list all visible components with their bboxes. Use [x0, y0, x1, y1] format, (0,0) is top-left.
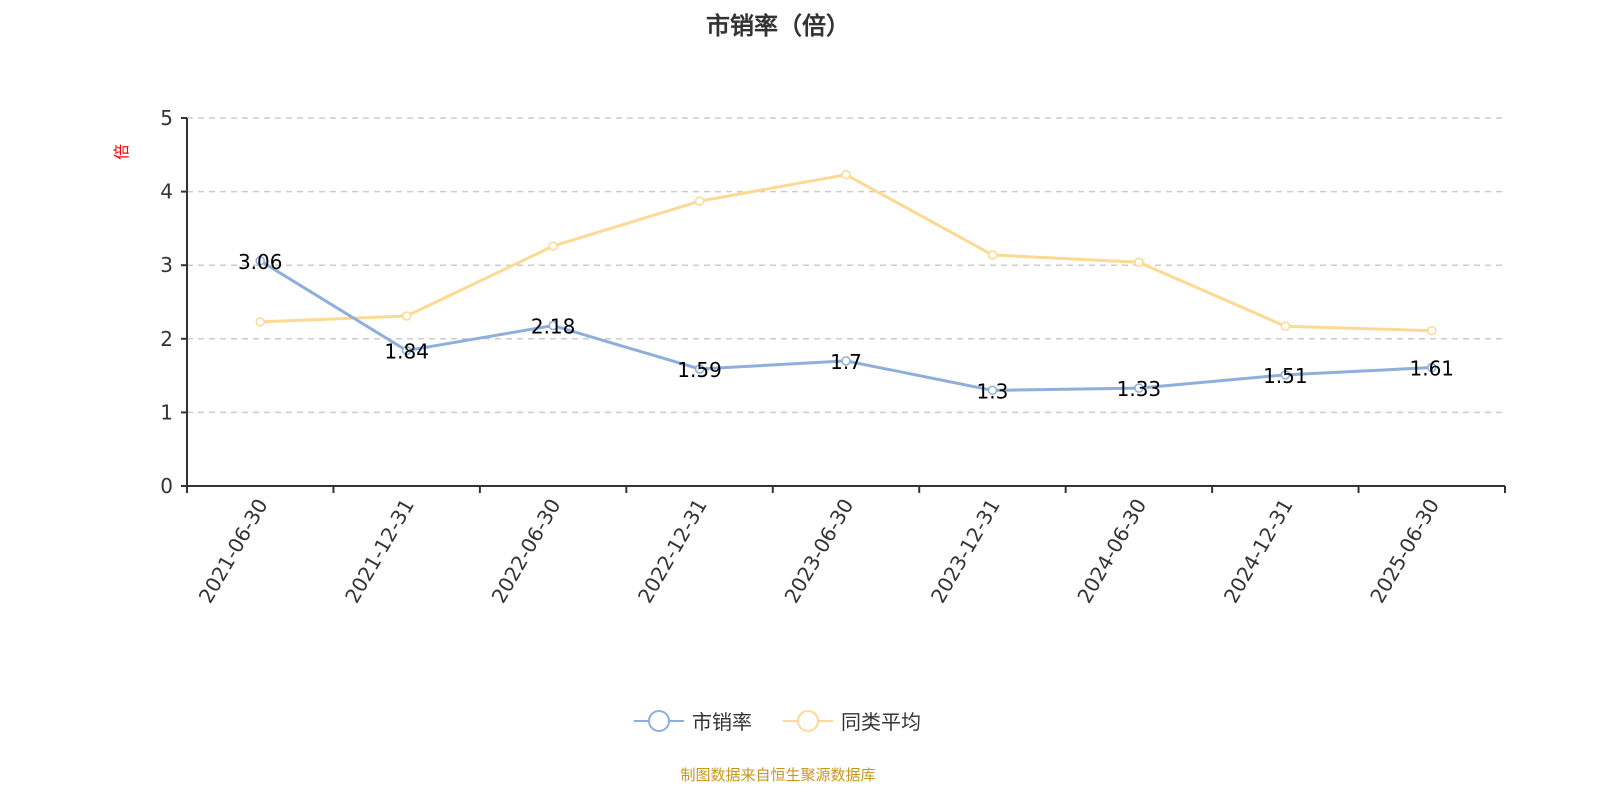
- y-axis-label: 倍: [112, 144, 131, 160]
- data-label: 1.7: [830, 350, 862, 374]
- data-point: [548, 241, 558, 251]
- data-label: 1.33: [1117, 377, 1162, 401]
- x-tick-label: 2023-06-30: [779, 495, 858, 608]
- data-point: [987, 250, 998, 260]
- data-point: [841, 356, 851, 366]
- data-point: [1280, 370, 1291, 380]
- x-tick-label: 2021-06-30: [194, 495, 273, 608]
- data-point: [694, 364, 705, 374]
- x-tick-label: 2021-12-31: [340, 494, 419, 607]
- y-tick-label: 1: [160, 400, 173, 424]
- x-tick-label: 2023-12-31: [926, 495, 1005, 608]
- x-tick-label: 2025-06-30: [1365, 495, 1444, 608]
- y-tick-label: 2: [160, 327, 173, 351]
- x-tick-label: 2022-12-31: [633, 495, 712, 608]
- data-label: 3.06: [238, 250, 283, 274]
- data-point: [1134, 383, 1144, 393]
- x-tick-label: 2024-06-30: [1072, 495, 1151, 608]
- data-label: 1.59: [677, 358, 722, 382]
- data-label: 2.18: [531, 315, 576, 339]
- source-note: 制图数据来自恒生聚源数据库: [680, 766, 876, 784]
- x-tick-label: 2024-12-31: [1219, 495, 1298, 608]
- y-tick-label: 4: [160, 180, 173, 204]
- data-point: [987, 385, 998, 396]
- data-label: 1.51: [1263, 364, 1308, 388]
- data-point: [255, 256, 265, 266]
- data-point: [401, 345, 412, 356]
- data-point: [841, 169, 851, 180]
- y-tick-label: 0: [160, 474, 173, 498]
- data-point: [1280, 321, 1291, 332]
- data-point: [1427, 325, 1437, 336]
- legend-marker: [648, 710, 670, 732]
- chart-title: 市销率（倍）: [706, 12, 850, 40]
- data-point: [401, 311, 412, 321]
- data-point: [694, 196, 705, 206]
- data-point: [1134, 257, 1144, 268]
- data-point: [255, 317, 265, 327]
- data-label: 1.3: [977, 379, 1009, 403]
- data-label: 1.61: [1410, 357, 1455, 381]
- legend-label: 同类平均: [841, 710, 921, 734]
- data-label: 1.84: [384, 340, 429, 364]
- y-tick-label: 5: [160, 106, 173, 130]
- y-tick-label: 3: [160, 253, 173, 277]
- data-point: [548, 320, 558, 331]
- series-line-1: [260, 173, 1432, 333]
- legend-label: 市销率: [692, 710, 752, 734]
- legend-marker: [797, 710, 819, 732]
- x-tick-label: 2022-06-30: [487, 495, 566, 608]
- data-point: [1427, 362, 1437, 373]
